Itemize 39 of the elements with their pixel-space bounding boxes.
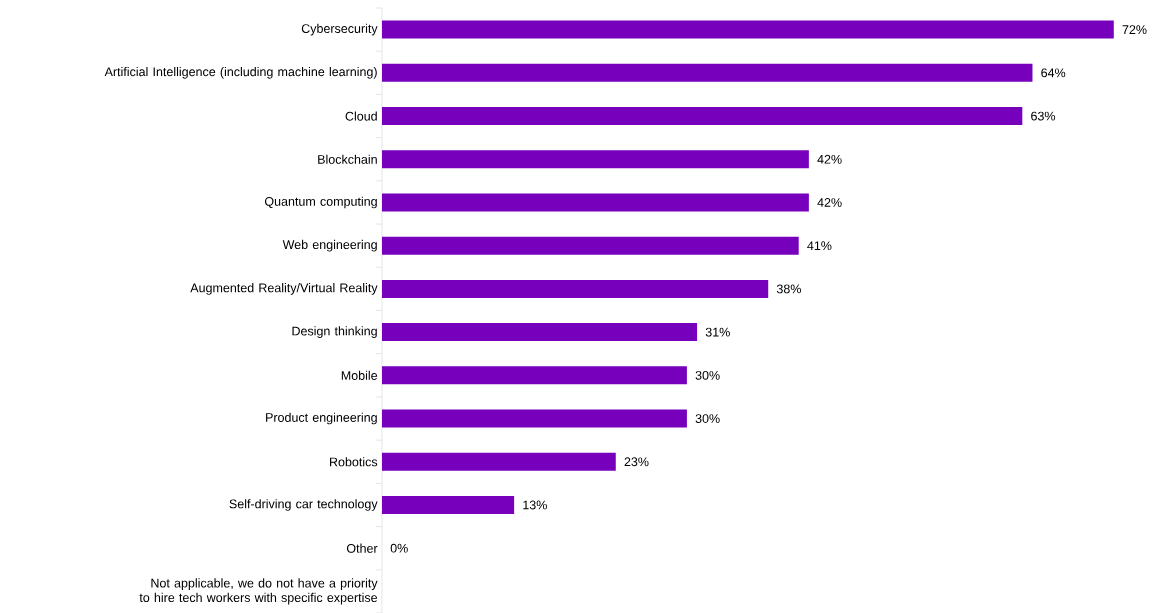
y-tick-label: Cybersecurity xyxy=(301,23,378,36)
data-label: 42% xyxy=(817,198,842,207)
y-tick-label: Web engineering xyxy=(282,239,377,252)
y-tick-label: Robotics xyxy=(330,457,378,467)
bar xyxy=(381,236,799,255)
bar xyxy=(381,452,616,471)
data-label: 0% xyxy=(390,543,408,553)
data-label: 72% xyxy=(1122,25,1147,35)
bar xyxy=(381,63,1033,82)
data-label: 30% xyxy=(695,414,720,423)
y-tick-label: Not applicable, we do not have a priority to hire tech workers with specific expertise xyxy=(139,578,378,605)
bar xyxy=(381,495,515,514)
data-label: 42% xyxy=(817,154,842,164)
y-tick-label: Design thinking xyxy=(292,326,377,338)
y-tick-label: Artificial Intelligence (including machine learning) xyxy=(104,67,377,79)
bar xyxy=(381,279,769,298)
bar xyxy=(381,150,809,169)
data-label: 23% xyxy=(624,457,649,467)
data-label: 30% xyxy=(695,370,720,380)
y-tick-label: Product engineering xyxy=(266,412,377,425)
bar xyxy=(381,409,687,428)
bar xyxy=(381,366,687,385)
bar xyxy=(381,323,698,342)
data-label: 63% xyxy=(1031,111,1056,121)
y-tick-label: Self-driving car technology xyxy=(229,499,378,511)
y-tick-label: Quantum computing xyxy=(264,196,377,209)
y-tick-label: Augmented Reality/Virtual Reality xyxy=(190,283,378,295)
y-tick-label: Mobile xyxy=(341,370,378,380)
bar xyxy=(381,193,809,212)
data-label: 31% xyxy=(705,327,730,337)
data-label: 38% xyxy=(776,284,801,294)
data-label: 13% xyxy=(523,500,547,510)
bar xyxy=(381,107,1023,126)
y-tick-label: Other xyxy=(346,543,378,553)
y-tick-label: Cloud xyxy=(345,111,377,121)
y-tick-label: Blockchain xyxy=(318,154,377,164)
data-label: 64% xyxy=(1041,68,1066,78)
bar xyxy=(381,20,1114,39)
data-label: 41% xyxy=(807,241,832,251)
